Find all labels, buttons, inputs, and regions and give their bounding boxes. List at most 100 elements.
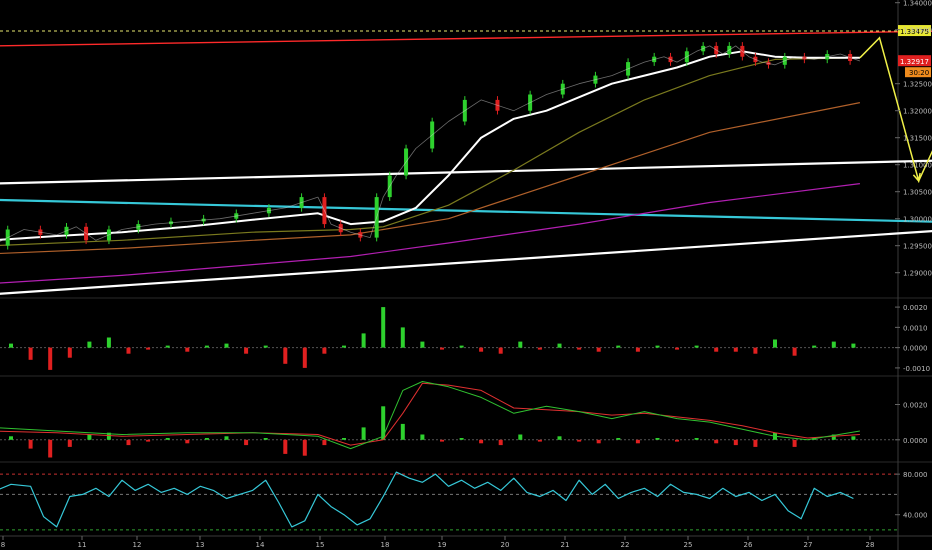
macd-histogram-bar xyxy=(263,438,268,440)
macd-signal-line xyxy=(0,381,860,450)
price-close-line xyxy=(0,45,861,242)
histogram-bar xyxy=(694,345,699,348)
panel-1-axis-tick-label: -0.0010 xyxy=(903,365,930,373)
histogram-bar xyxy=(675,347,679,350)
histogram-bar xyxy=(381,307,386,348)
histogram-bar xyxy=(28,347,33,360)
moving-average-line xyxy=(0,183,860,284)
price-axis-tick-label: 1.29000 xyxy=(903,270,932,278)
macd-histogram-bar xyxy=(146,439,151,442)
histogram-bar xyxy=(48,347,53,370)
time-tick-label: 27 xyxy=(804,541,813,549)
price-axis-tick-label: 1.31500 xyxy=(903,135,932,143)
time-tick-label: 18 xyxy=(381,541,390,549)
macd-histogram-bar xyxy=(498,439,503,446)
histogram-bar xyxy=(753,347,758,354)
panel-1-axis-tick-label: 0.0010 xyxy=(903,324,928,332)
projection-arrowhead xyxy=(912,172,921,183)
histogram-bar xyxy=(714,347,719,352)
histogram-bar xyxy=(831,341,836,348)
time-tick-label: 26 xyxy=(744,541,753,549)
histogram-bar xyxy=(342,345,346,348)
histogram-bar xyxy=(283,347,288,364)
macd-panel xyxy=(0,381,897,458)
macd-histogram-bar xyxy=(518,434,523,440)
time-tick-label: 8 xyxy=(1,541,5,549)
histogram-bar xyxy=(146,347,151,350)
price-axis-tick-label: 1.32000 xyxy=(903,108,932,116)
macd-histogram-bar xyxy=(537,439,542,442)
panel-2-axis-tick-label: 0.0020 xyxy=(903,401,928,409)
macd-histogram-bar xyxy=(106,432,111,440)
histogram-bar xyxy=(185,347,190,352)
macd-histogram-bar xyxy=(342,438,346,440)
histogram-bar xyxy=(851,343,856,348)
histogram-bar xyxy=(733,347,738,352)
histogram-bar xyxy=(616,345,621,348)
histogram-bar xyxy=(106,337,111,348)
histogram-bar xyxy=(596,347,601,352)
macd-histogram-bar xyxy=(67,439,72,447)
price-axis-tick-label: 1.32500 xyxy=(903,81,932,89)
macd-histogram-bar xyxy=(851,436,856,440)
histogram-bar xyxy=(792,347,797,356)
macd-histogram-bar xyxy=(224,436,229,440)
trendline xyxy=(0,198,932,223)
macd-histogram-bar xyxy=(126,439,131,446)
histogram-bar xyxy=(263,345,268,348)
panel-1-axis-tick-label: 0.0000 xyxy=(903,345,928,353)
histogram-bar xyxy=(440,347,444,350)
macd-histogram-bar xyxy=(557,436,562,440)
macd-histogram-bar xyxy=(577,439,582,442)
macd-histogram-bar xyxy=(204,438,209,440)
moving-average-line xyxy=(0,57,860,246)
last-price-label: 1.32917 xyxy=(900,58,929,66)
histogram-bar xyxy=(459,345,464,348)
macd-histogram-bar xyxy=(714,439,719,444)
resistance-level-label-box xyxy=(898,25,931,37)
panel-3-axis-tick-label: 80.000 xyxy=(903,471,928,479)
macd-histogram-bar xyxy=(87,434,92,440)
moving-average-line xyxy=(0,102,861,255)
time-tick-label: 28 xyxy=(866,541,875,549)
macd-histogram-bar xyxy=(361,427,366,440)
trendline xyxy=(0,159,932,185)
macd-histogram-bar xyxy=(244,439,249,446)
price-axis-tick-label: 1.31000 xyxy=(903,162,932,170)
countdown-label: 30:20 xyxy=(909,69,929,77)
macd-histogram-bar xyxy=(655,438,660,440)
trendline xyxy=(0,229,932,295)
macd-histogram-bar xyxy=(792,439,797,447)
price-panel: 1.33475 1.32917 30:20 xyxy=(0,25,932,295)
price-axis-tick-label: 1.34000 xyxy=(903,0,932,8)
macd-histogram-bar xyxy=(616,438,621,440)
histogram-bar xyxy=(479,347,484,352)
resistance-level-label: 1.33475 xyxy=(900,28,929,36)
histogram-bar xyxy=(812,345,817,348)
time-tick-label: 19 xyxy=(438,541,447,549)
histogram-bar xyxy=(400,327,405,348)
oscillator-line xyxy=(0,471,854,528)
panel-3-axis-tick-label: 40.000 xyxy=(903,512,928,520)
panel-1-axis-tick-label: 0.0020 xyxy=(903,304,928,312)
macd-histogram-bar xyxy=(400,423,405,440)
histogram-bar xyxy=(204,345,209,348)
histogram-bar xyxy=(9,343,13,348)
macd-histogram-bar xyxy=(635,439,640,444)
oscillator-panel xyxy=(0,471,897,531)
histogram-bar xyxy=(655,345,660,348)
histogram-bar xyxy=(518,341,523,348)
macd-histogram-bar xyxy=(28,439,33,449)
histogram-panel xyxy=(0,307,897,370)
trendline xyxy=(0,30,932,47)
macd-histogram-bar xyxy=(302,439,307,456)
macd-histogram-bar xyxy=(322,439,327,446)
time-tick-label: 21 xyxy=(561,541,570,549)
macd-histogram-bar xyxy=(381,406,386,440)
time-tick-label: 14 xyxy=(256,541,265,549)
histogram-bar xyxy=(498,347,503,354)
price-axis-tick-label: 1.30000 xyxy=(903,216,932,224)
